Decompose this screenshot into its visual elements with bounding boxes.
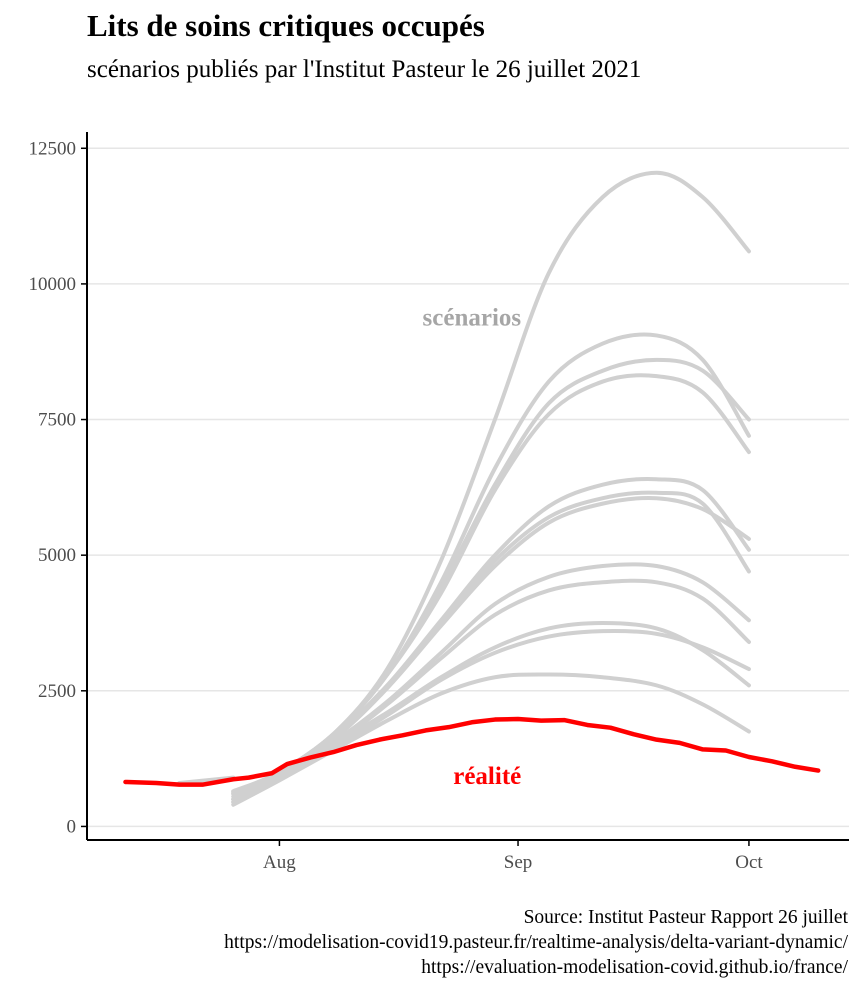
chart-area: 0 2500 5000 7500 10000 12500 Aug Sep Oct scénari… [29, 132, 849, 873]
scenario-line [177, 775, 236, 786]
series-lines [123, 170, 821, 807]
y-tick-label: 7500 [38, 410, 76, 431]
reality-line [123, 716, 821, 787]
scenario-line [231, 170, 751, 796]
y-tick-label: 2500 [38, 681, 76, 702]
caption-line-source: Source: Institut Pasteur Rapport 26 juil… [523, 907, 848, 928]
x-tick-label: Aug [263, 852, 296, 873]
y-tick-label: 10000 [29, 274, 77, 295]
x-tick-label: Oct [735, 852, 763, 873]
scenarios-label: scénarios [423, 304, 522, 331]
chart-subtitle: scénarios publiés par l'Institut Pasteur… [87, 56, 642, 83]
chart-title: Lits de soins critiques occupés [87, 8, 485, 43]
scenario-line [231, 672, 751, 807]
scenario-line [231, 496, 751, 796]
caption-line-url-1: https://modelisation-covid19.pasteur.fr/… [224, 932, 848, 953]
reality-label: réalité [453, 763, 521, 790]
annotations: scénarios réalité [423, 304, 522, 789]
source-caption: Source: Institut Pasteur Rapport 26 juil… [224, 905, 848, 980]
y-tick-label: 0 [67, 816, 77, 837]
gridlines [87, 147, 849, 828]
axes: 0 2500 5000 7500 10000 12500 Aug Sep Oct [29, 132, 849, 873]
y-tick-label: 5000 [38, 545, 76, 566]
x-tick-label: Sep [504, 852, 533, 873]
y-tick-label: 12500 [29, 138, 77, 159]
caption-line-url-2: https://evaluation-modelisation-covid.gi… [421, 957, 848, 978]
